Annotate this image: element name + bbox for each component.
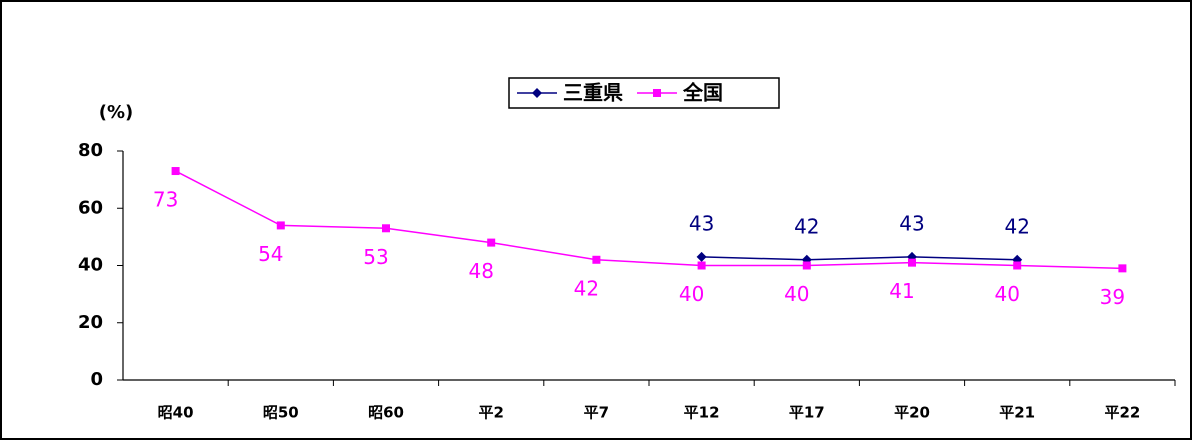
point: [908, 258, 916, 267]
data-label: 54: [258, 242, 283, 266]
point: [382, 224, 390, 233]
x-tick-label: 昭40: [158, 404, 194, 422]
point: [171, 167, 180, 176]
point: [802, 261, 811, 270]
data-label: 39: [1100, 285, 1125, 309]
y-axis-label: (%): [99, 102, 134, 123]
data-label: 53: [363, 245, 388, 269]
data-label: 73: [153, 188, 178, 212]
legend-label: 全国: [682, 81, 723, 105]
point: [1013, 261, 1022, 270]
series-line: [701, 256, 1018, 261]
y-tick-label: 40: [78, 255, 103, 276]
point: [696, 251, 707, 262]
legend-marker: [532, 88, 542, 98]
data-label: 41: [889, 279, 914, 303]
point: [487, 238, 496, 247]
data-label: 43: [689, 211, 714, 235]
data-label: 43: [899, 211, 924, 235]
point: [276, 221, 285, 230]
data-label: 42: [1004, 214, 1029, 238]
x-tick-label: 平21: [999, 404, 1035, 422]
x-tick-label: 平2: [478, 404, 503, 422]
legend-marker: [653, 89, 661, 97]
y-tick-label: 20: [78, 312, 103, 333]
series-line: [175, 170, 1123, 270]
point: [592, 255, 601, 264]
x-tick-label: 昭50: [263, 404, 299, 422]
x-tick-label: 平17: [789, 404, 825, 422]
x-tick-label: 平12: [684, 404, 720, 422]
legend-label: 三重県: [563, 81, 623, 105]
y-tick-label: 80: [78, 140, 103, 161]
x-tick-label: 平22: [1104, 404, 1140, 422]
data-label: 40: [679, 282, 704, 306]
data-label: 42: [574, 276, 599, 300]
x-tick-label: 平7: [584, 404, 609, 422]
point: [1118, 264, 1127, 273]
data-label: 48: [468, 259, 493, 283]
data-label: 40: [994, 282, 1019, 306]
point: [697, 261, 706, 270]
y-tick-label: 0: [90, 369, 103, 390]
x-tick-label: 昭60: [368, 404, 404, 422]
data-label: 42: [794, 214, 819, 238]
y-tick-label: 60: [78, 197, 103, 218]
x-tick-label: 平20: [894, 404, 930, 422]
data-label: 40: [784, 282, 809, 306]
